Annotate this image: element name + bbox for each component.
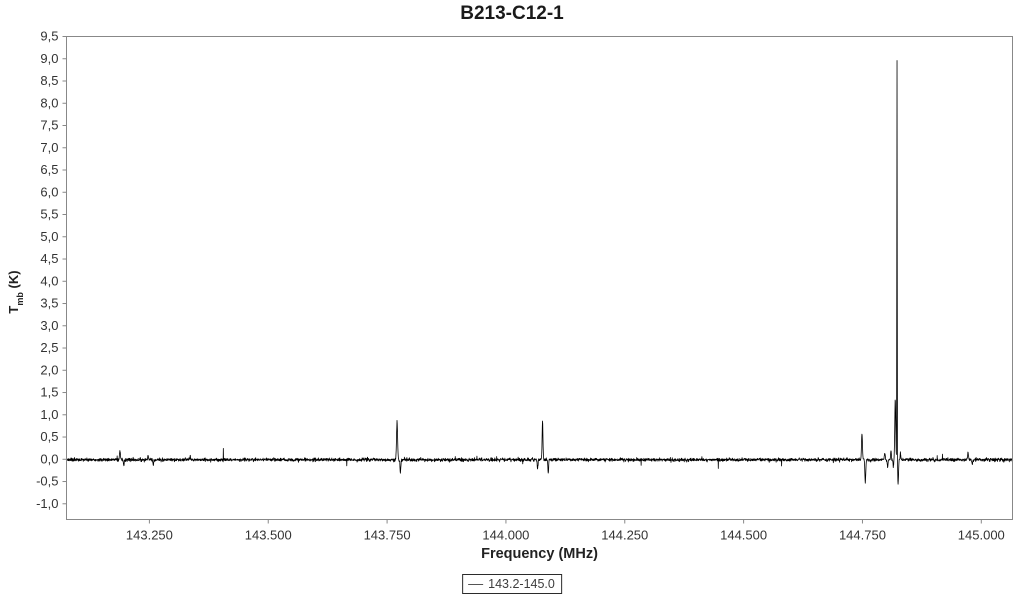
svg-text:4,5: 4,5	[40, 251, 58, 266]
svg-text:6,0: 6,0	[40, 184, 58, 199]
svg-text:-0,5: -0,5	[36, 474, 58, 489]
svg-text:2,0: 2,0	[40, 362, 58, 377]
svg-text:143.750: 143.750	[364, 528, 411, 543]
svg-text:8,0: 8,0	[40, 95, 58, 110]
svg-text:143.250: 143.250	[126, 528, 173, 543]
svg-text:2,5: 2,5	[40, 340, 58, 355]
svg-text:145.000: 145.000	[958, 528, 1005, 543]
svg-text:1,0: 1,0	[40, 407, 58, 422]
svg-text:3,0: 3,0	[40, 318, 58, 333]
svg-text:144.750: 144.750	[839, 528, 886, 543]
svg-text:8,5: 8,5	[40, 73, 58, 88]
svg-text:9,0: 9,0	[40, 51, 58, 66]
svg-text:5,0: 5,0	[40, 229, 58, 244]
svg-text:1,5: 1,5	[40, 385, 58, 400]
svg-text:144.000: 144.000	[482, 528, 529, 543]
svg-text:7,0: 7,0	[40, 140, 58, 155]
svg-text:0,5: 0,5	[40, 429, 58, 444]
svg-text:3,5: 3,5	[40, 296, 58, 311]
svg-text:0,0: 0,0	[40, 451, 58, 466]
svg-text:6,5: 6,5	[40, 162, 58, 177]
svg-text:-1,0: -1,0	[36, 496, 58, 511]
svg-text:144.500: 144.500	[720, 528, 767, 543]
svg-text:4,0: 4,0	[40, 273, 58, 288]
svg-text:143.500: 143.500	[245, 528, 292, 543]
svg-text:9,5: 9,5	[40, 29, 58, 44]
svg-text:144.250: 144.250	[601, 528, 648, 543]
svg-text:Tmb (K): Tmb (K)	[6, 270, 25, 313]
svg-text:7,5: 7,5	[40, 118, 58, 133]
svg-text:5,5: 5,5	[40, 207, 58, 222]
